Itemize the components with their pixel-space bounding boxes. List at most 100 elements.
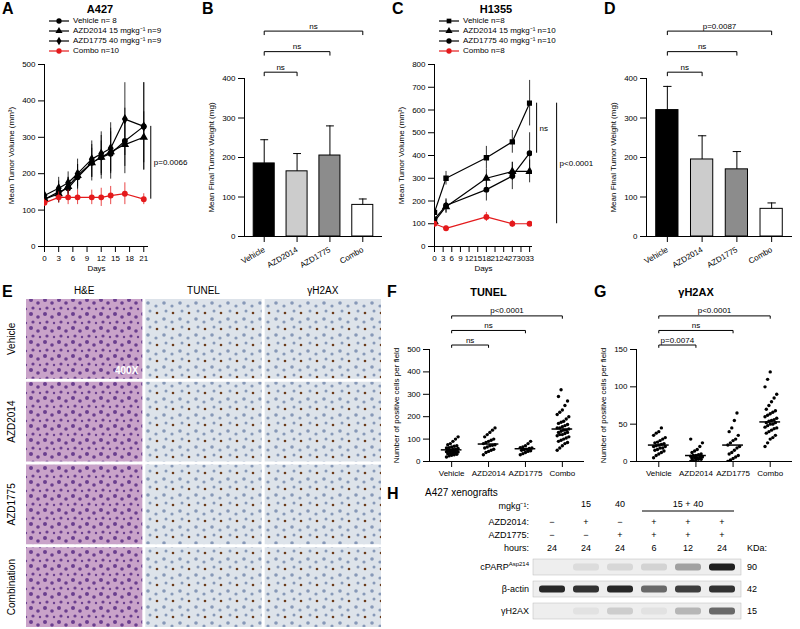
svg-text:15: 15 (111, 254, 120, 263)
svg-text:150: 150 (614, 345, 628, 354)
svg-text:AZD2014:: AZD2014: (488, 517, 529, 527)
svg-text:0: 0 (231, 232, 236, 241)
svg-text:300: 300 (624, 114, 638, 123)
svg-text:300: 300 (412, 174, 426, 183)
svg-text:+: + (583, 517, 588, 527)
svg-text:AZD1775: AZD1775 (298, 245, 332, 270)
svg-text:γH2AX: γH2AX (501, 606, 529, 616)
svg-text:Combo: Combo (757, 469, 783, 478)
svg-text:3: 3 (441, 254, 446, 263)
svg-text:200: 200 (22, 169, 36, 178)
svg-text:ns: ns (309, 22, 317, 31)
svg-text:12: 12 (683, 543, 693, 553)
svg-text:AZD2014: AZD2014 (6, 400, 17, 443)
svg-text:+: + (685, 530, 690, 540)
svg-text:100: 100 (22, 206, 36, 215)
svg-text:400: 400 (624, 74, 638, 83)
svg-text:cPARPAsp214: cPARPAsp214 (480, 561, 529, 572)
svg-text:Combo: Combo (338, 245, 365, 266)
svg-text:AZD2014: AZD2014 (679, 469, 713, 478)
svg-text:ns: ns (466, 336, 474, 345)
svg-text:AZD2014: AZD2014 (671, 245, 705, 270)
svg-text:p<0.0001: p<0.0001 (560, 159, 594, 168)
svg-text:Mean Final Tumor Weight (mg): Mean Final Tumor Weight (mg) (609, 102, 618, 212)
svg-text:15: 15 (581, 499, 591, 509)
svg-text:300: 300 (222, 114, 236, 123)
svg-text:400: 400 (407, 367, 421, 376)
svg-text:33: 33 (525, 254, 534, 263)
svg-text:+: + (651, 530, 656, 540)
svg-text:p<0.0001: p<0.0001 (490, 306, 524, 315)
svg-text:200: 200 (412, 197, 426, 206)
svg-text:200: 200 (222, 153, 236, 162)
svg-text:0: 0 (416, 457, 421, 466)
svg-text:+: + (685, 517, 690, 527)
svg-text:ns: ns (484, 321, 492, 330)
svg-text:18: 18 (125, 254, 134, 263)
svg-text:0: 0 (623, 457, 628, 466)
svg-text:−: − (583, 530, 588, 540)
svg-text:ns: ns (276, 63, 284, 72)
svg-text:Vehicle: Vehicle (240, 245, 267, 266)
svg-text:β-actin: β-actin (502, 584, 529, 594)
svg-text:0: 0 (31, 242, 36, 251)
svg-text:p<0.0001: p<0.0001 (698, 306, 732, 315)
svg-text:100: 100 (412, 219, 426, 228)
svg-text:ns: ns (692, 321, 700, 330)
svg-text:Mean Final Tumor Weight (mg): Mean Final Tumor Weight (mg) (207, 102, 216, 212)
svg-text:+: + (617, 530, 622, 540)
svg-text:0: 0 (42, 254, 47, 263)
svg-text:9: 9 (458, 254, 463, 263)
svg-text:24: 24 (615, 543, 625, 553)
svg-text:ns: ns (540, 124, 548, 133)
svg-text:H&E: H&E (74, 285, 95, 296)
svg-text:γH2AX: γH2AX (307, 285, 338, 296)
svg-text:200: 200 (407, 412, 421, 421)
svg-text:600: 600 (412, 106, 426, 115)
svg-text:50: 50 (619, 420, 628, 429)
svg-text:ns: ns (681, 63, 689, 72)
svg-text:−: − (549, 517, 554, 527)
svg-text:AZD2014: AZD2014 (472, 469, 506, 478)
svg-text:AZD1775:: AZD1775: (488, 530, 529, 540)
svg-text:Combo: Combo (549, 469, 575, 478)
svg-text:400: 400 (412, 151, 426, 160)
svg-text:200: 200 (624, 153, 638, 162)
svg-text:12: 12 (97, 254, 106, 263)
svg-text:Vehicle: Vehicle (6, 322, 17, 355)
svg-text:24: 24 (581, 543, 591, 553)
svg-text:0: 0 (432, 254, 437, 263)
svg-text:100: 100 (614, 382, 628, 391)
svg-text:KDa:: KDa: (747, 543, 767, 553)
svg-text:Number of positive cells per f: Number of positive cells per field (392, 348, 401, 464)
svg-text:AZD1775: AZD1775 (705, 245, 739, 270)
svg-text:300: 300 (22, 133, 36, 142)
svg-text:24: 24 (547, 543, 557, 553)
svg-text:AZD1775: AZD1775 (509, 469, 543, 478)
svg-text:Days: Days (87, 264, 105, 273)
svg-text:6: 6 (450, 254, 455, 263)
svg-text:+: + (719, 530, 724, 540)
svg-text:Mean Tumor Volume (mm³): Mean Tumor Volume (mm³) (7, 106, 16, 204)
svg-text:300: 300 (407, 390, 421, 399)
svg-text:100: 100 (222, 193, 236, 202)
svg-text:hours:: hours: (504, 543, 529, 553)
svg-text:Vehicle: Vehicle (643, 245, 670, 266)
svg-text:mgkg⁻¹:: mgkg⁻¹: (498, 501, 529, 511)
svg-text:0: 0 (421, 242, 426, 251)
svg-text:400: 400 (222, 74, 236, 83)
svg-text:p=0.0066: p=0.0066 (154, 158, 188, 167)
svg-text:+: + (651, 517, 656, 527)
svg-text:100: 100 (407, 435, 421, 444)
svg-text:500: 500 (22, 60, 36, 69)
svg-text:AZD2014: AZD2014 (266, 245, 300, 270)
svg-text:p=0.0074: p=0.0074 (661, 336, 695, 345)
svg-text:−: − (617, 517, 622, 527)
svg-text:Vehicle: Vehicle (646, 469, 672, 478)
svg-text:100: 100 (624, 193, 638, 202)
svg-text:Number of positive cells per f: Number of positive cells per field (599, 348, 608, 464)
svg-text:p=0.0087: p=0.0087 (703, 22, 737, 31)
svg-text:700: 700 (412, 83, 426, 92)
svg-text:Combination: Combination (6, 559, 17, 615)
svg-text:Combo: Combo (747, 245, 774, 266)
